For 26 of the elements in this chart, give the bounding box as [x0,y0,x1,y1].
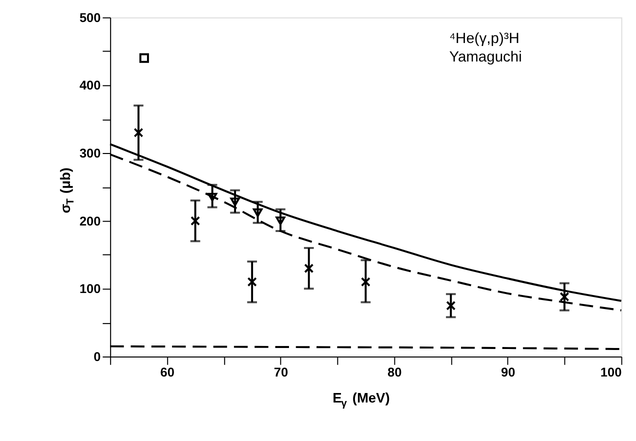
y-tick-label: 500 [79,10,101,25]
point [276,216,286,226]
y-tick-label: 300 [79,145,101,160]
point [360,277,370,287]
x-tick-label: 100 [600,364,622,380]
y-tick-label: 200 [79,213,101,228]
point [304,264,314,274]
point [560,292,570,302]
point [139,53,149,63]
y-tick-label: 0 [94,348,101,364]
point [208,192,218,202]
point [134,128,144,138]
x-tick-label: 80 [387,364,402,380]
y-tick-label: 100 [79,281,101,296]
point [252,208,263,217]
x-tick-label: 60 [160,364,174,380]
annotation: Yamaguchi [449,50,522,66]
x-tick-label: 70 [274,364,288,380]
point [446,300,456,310]
x-tick-label: 90 [501,364,516,380]
point [190,216,200,226]
y-tick-label: 400 [79,78,101,93]
point [230,198,240,206]
point [247,277,257,287]
annotation: ⁴He(γ,p)³H [449,30,520,47]
y-axis-title: σT (μb) [58,168,77,214]
